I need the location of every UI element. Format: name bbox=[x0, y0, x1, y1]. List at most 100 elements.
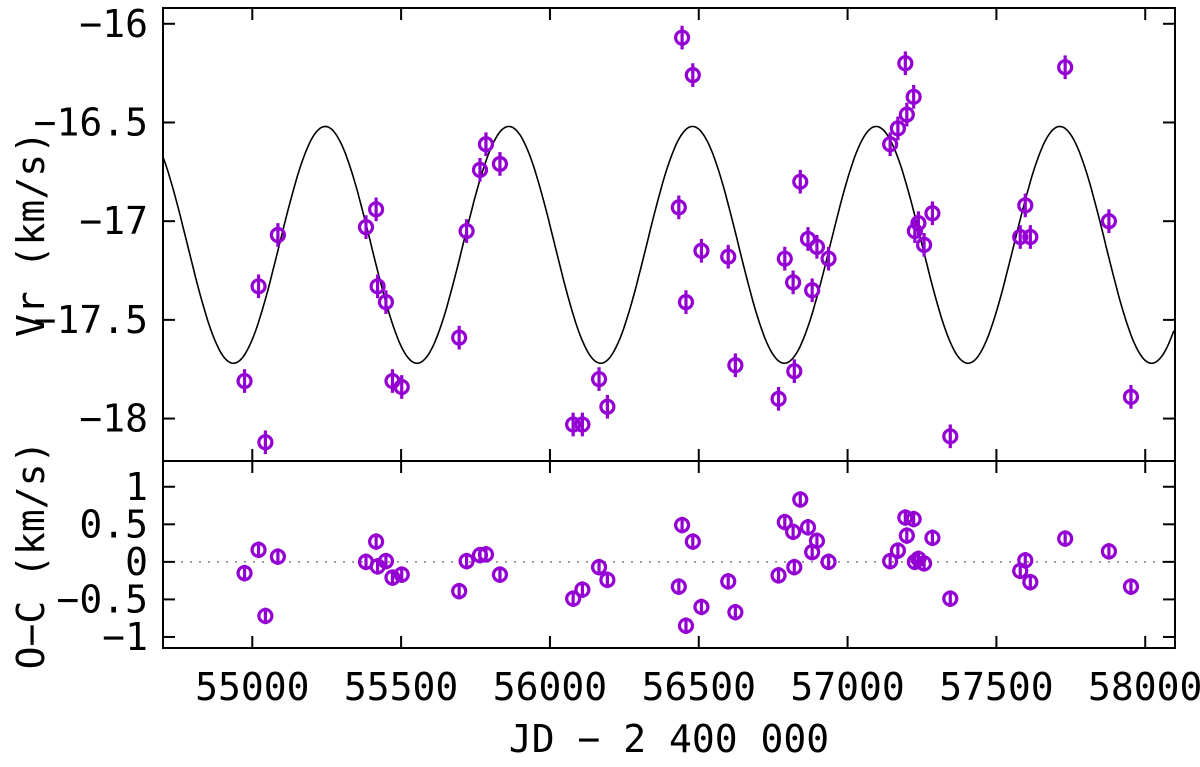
oc-data-point bbox=[565, 590, 582, 607]
vr-data-point bbox=[720, 248, 737, 265]
oc-data-point bbox=[799, 519, 817, 536]
vr-data-point bbox=[776, 250, 793, 267]
oc-data-point bbox=[898, 527, 915, 544]
vr-data-point bbox=[804, 282, 821, 299]
vr-data-point bbox=[1122, 388, 1140, 405]
oc-data-point bbox=[574, 581, 591, 598]
vr-data-point bbox=[565, 416, 582, 433]
oc-data-point bbox=[684, 533, 701, 550]
bottom-panel-border bbox=[162, 460, 1176, 649]
vr-y-tick-label: −17.5 bbox=[34, 298, 148, 342]
oc-data-point bbox=[1122, 578, 1140, 595]
oc-data-point bbox=[693, 598, 710, 616]
vr-data-point bbox=[1012, 228, 1029, 246]
vr-y-tick-label: −16.5 bbox=[34, 100, 148, 144]
x-tick-label: 57500 bbox=[939, 665, 1053, 709]
vr-data-point bbox=[250, 278, 267, 295]
vr-y-tick-label: −16 bbox=[79, 2, 148, 46]
oc-data-point bbox=[889, 542, 906, 559]
vr-data-point bbox=[905, 88, 922, 105]
x-tick-label: 55000 bbox=[195, 665, 309, 709]
oc-data-point bbox=[820, 553, 837, 570]
vr-data-point bbox=[684, 67, 701, 84]
oc-y-tick-label: −0.5 bbox=[56, 577, 148, 621]
oc-y-tick-label: 0.5 bbox=[79, 502, 148, 546]
oc-data-point bbox=[897, 509, 914, 526]
x-tick-label: 58000 bbox=[1088, 665, 1200, 709]
x-tick-label: 55500 bbox=[344, 665, 458, 709]
oc-data-point bbox=[776, 513, 793, 531]
oc-data-point bbox=[377, 553, 395, 570]
vr-data-point bbox=[906, 222, 923, 240]
oc-data-point bbox=[257, 607, 274, 625]
vr-data-point bbox=[377, 294, 395, 311]
vr-data-point bbox=[1022, 228, 1039, 246]
vr-data-point bbox=[257, 434, 274, 451]
vr-data-point bbox=[393, 378, 410, 396]
vr-data-point bbox=[236, 372, 253, 390]
oc-data-point bbox=[599, 571, 616, 588]
vr-data-point bbox=[882, 136, 899, 153]
vr-data-point bbox=[491, 155, 509, 173]
oc-data-point bbox=[236, 565, 253, 582]
vr-data-point bbox=[368, 201, 385, 218]
fit-curve bbox=[162, 125, 1175, 365]
vr-data-point bbox=[590, 370, 608, 388]
x-tick-label: 56500 bbox=[642, 665, 756, 709]
vr-data-point bbox=[915, 236, 933, 253]
vr-data-point bbox=[677, 294, 695, 311]
oc-data-point bbox=[924, 529, 941, 546]
vr-data-point bbox=[792, 173, 809, 190]
oc-y-tick-label: 0 bbox=[125, 540, 148, 584]
vr-data-point bbox=[574, 416, 591, 433]
x-tick-label: 56000 bbox=[493, 665, 607, 709]
oc-data-point bbox=[368, 533, 385, 550]
oc-data-point bbox=[770, 567, 787, 584]
vr-data-point bbox=[693, 242, 710, 259]
oc-data-point bbox=[792, 491, 809, 508]
vr-data-point bbox=[1100, 213, 1118, 230]
oc-data-point bbox=[915, 555, 933, 572]
vr-data-point bbox=[820, 250, 837, 267]
oc-data-point bbox=[250, 541, 267, 558]
vr-data-point bbox=[369, 278, 386, 295]
vr-data-point bbox=[924, 205, 941, 222]
vr-data-point bbox=[785, 274, 802, 291]
oc-data-point bbox=[1017, 552, 1034, 569]
oc-data-point bbox=[905, 510, 922, 528]
x-axis-title: JD − 2 400 000 bbox=[509, 717, 829, 761]
chart-layer: 55000 55500 56000 56500 57000 57500 58000 −16 −1… bbox=[34, 2, 1200, 709]
vr-data-point bbox=[269, 226, 286, 244]
oc-data-point bbox=[673, 516, 691, 534]
oc-y-tick-label: −1 bbox=[102, 615, 148, 659]
oc-data-point bbox=[808, 532, 826, 549]
oc-data-point bbox=[477, 546, 495, 563]
oc-data-point bbox=[786, 559, 803, 576]
vr-data-point bbox=[786, 363, 803, 380]
oc-data-point bbox=[942, 590, 959, 607]
vr-data-point bbox=[942, 428, 959, 445]
oc-data-point bbox=[1057, 530, 1074, 547]
vr-data-point bbox=[1017, 197, 1034, 214]
vr-data-point bbox=[451, 329, 468, 346]
vr-data-point bbox=[1057, 59, 1074, 76]
vr-y-tick-label: −17 bbox=[79, 199, 148, 243]
vr-data-point bbox=[477, 136, 495, 153]
vr-data-point bbox=[898, 106, 915, 123]
vr-data-point bbox=[471, 161, 489, 178]
oc-data-point bbox=[727, 604, 744, 621]
oc-data-point bbox=[384, 569, 401, 586]
x-tick-label: 57000 bbox=[790, 665, 904, 709]
vr-data-point bbox=[599, 398, 616, 415]
vr-data-point bbox=[808, 238, 826, 255]
bottom-y-axis-title: O−C (km/s) bbox=[9, 441, 53, 670]
oc-data-point bbox=[720, 573, 737, 590]
oc-data-point bbox=[491, 566, 509, 583]
oc-data-point bbox=[1022, 574, 1039, 591]
top-y-axis-title: Vr (km/s) bbox=[9, 131, 53, 337]
vr-data-point bbox=[673, 29, 691, 46]
oc-data-point bbox=[458, 553, 475, 570]
vr-data-point bbox=[727, 357, 744, 374]
